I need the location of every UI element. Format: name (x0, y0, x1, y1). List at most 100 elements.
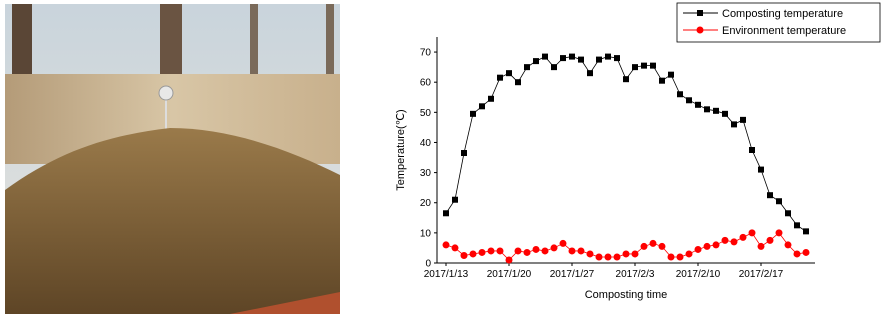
data-point (569, 54, 575, 60)
data-point (488, 247, 495, 254)
data-point (794, 222, 800, 228)
data-point (470, 250, 477, 257)
data-point (731, 238, 738, 245)
x-tick-label: 2017/1/13 (424, 269, 469, 280)
data-point (443, 210, 449, 216)
data-point (623, 76, 629, 82)
data-point (515, 247, 522, 254)
data-point (488, 96, 494, 102)
y-tick-label: 30 (420, 168, 432, 179)
data-point (794, 250, 801, 257)
figure: Composting time Temperature(℃) 0 10 20 30 40… (0, 0, 884, 316)
data-point (704, 106, 710, 112)
data-point (578, 247, 585, 254)
data-point (506, 70, 512, 76)
data-point (596, 253, 603, 260)
y-tick-label: 10 (420, 228, 432, 239)
data-point (533, 58, 539, 64)
data-point (497, 247, 504, 254)
data-point (533, 246, 540, 253)
y-tick-label: 50 (420, 108, 432, 119)
data-point (560, 240, 567, 247)
data-point (668, 72, 674, 78)
x-tick-label: 2017/2/17 (739, 269, 784, 280)
data-point (542, 247, 549, 254)
data-point (650, 240, 657, 247)
data-point (677, 91, 683, 97)
data-point (668, 253, 675, 260)
x-tick-label: 2017/2/10 (676, 269, 721, 280)
y-tick-label: 60 (420, 78, 432, 89)
data-point (650, 63, 656, 69)
data-point (704, 243, 711, 250)
data-point (713, 241, 720, 248)
data-point (452, 197, 458, 203)
data-point (605, 253, 612, 260)
y-tick-label: 70 (420, 48, 432, 59)
series-line (446, 57, 806, 232)
data-point (785, 210, 791, 216)
data-point (686, 97, 692, 103)
data-point (740, 234, 747, 241)
data-point (749, 147, 755, 153)
data-point (686, 250, 693, 257)
data-point (767, 192, 773, 198)
data-point (497, 75, 503, 81)
data-point (506, 256, 513, 263)
data-point (524, 64, 530, 70)
data-point (722, 111, 728, 117)
y-tick-label: 0 (425, 259, 431, 270)
photo (5, 4, 340, 314)
data-point (614, 253, 621, 260)
data-point (461, 150, 467, 156)
data-point (632, 64, 638, 70)
data-point (803, 249, 810, 256)
data-point (659, 243, 666, 250)
data-point (587, 250, 594, 257)
data-point (515, 79, 521, 85)
data-point (596, 57, 602, 63)
data-point (695, 246, 702, 253)
data-point (713, 108, 719, 114)
data-point (776, 229, 783, 236)
data-point (740, 117, 746, 123)
data-point (677, 253, 684, 260)
legend-marker (697, 27, 704, 34)
data-point (641, 63, 647, 69)
data-point (749, 229, 756, 236)
data-point (722, 237, 729, 244)
y-tick-label: 20 (420, 198, 432, 209)
data-point (569, 247, 576, 254)
data-point (470, 111, 476, 117)
data-point (632, 250, 639, 257)
x-axis-label: Composting time (585, 289, 668, 301)
data-point (767, 237, 774, 244)
data-point (785, 241, 792, 248)
data-point (443, 241, 450, 248)
legend-label: Composting temperature (722, 8, 843, 20)
data-point (803, 228, 809, 234)
data-point (776, 198, 782, 204)
data-point (659, 78, 665, 84)
data-point (479, 249, 486, 256)
data-point (587, 70, 593, 76)
data-point (560, 55, 566, 61)
data-point (614, 55, 620, 61)
data-point (461, 252, 468, 259)
x-tick-label: 2017/1/27 (550, 269, 595, 280)
data-point (524, 249, 531, 256)
data-point (551, 244, 558, 251)
legend-label: Environment temperature (722, 25, 846, 37)
data-point (578, 57, 584, 63)
data-point (479, 103, 485, 109)
y-tick-label: 40 (420, 138, 432, 149)
data-point (758, 167, 764, 173)
x-tick-label: 2017/1/20 (487, 269, 532, 280)
y-axis-label: Temperature(℃) (395, 109, 407, 190)
data-point (452, 244, 459, 251)
data-point (551, 64, 557, 70)
data-point (695, 102, 701, 108)
data-point (605, 54, 611, 60)
data-point (641, 243, 648, 250)
data-point (758, 243, 765, 250)
